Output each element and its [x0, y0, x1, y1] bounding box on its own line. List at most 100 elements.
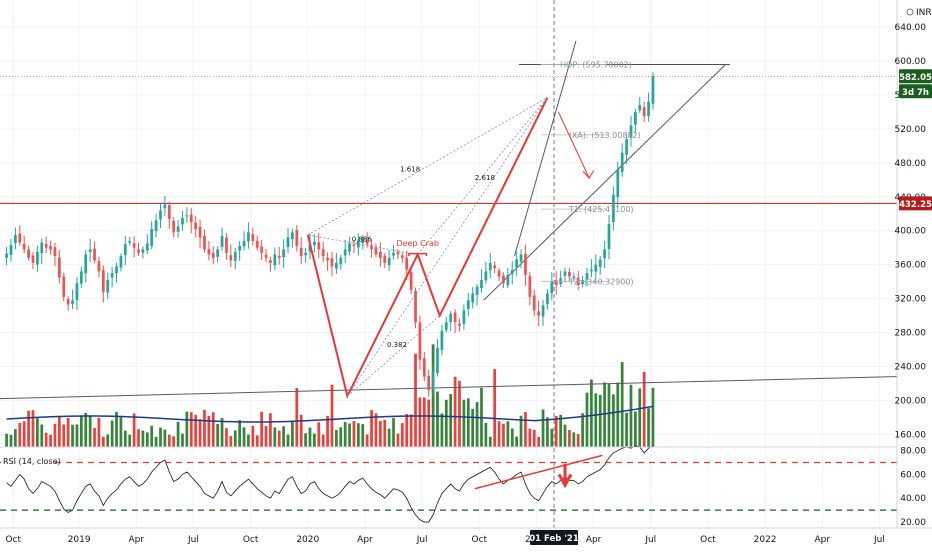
volume-bar	[475, 402, 479, 447]
time-axis[interactable]: Oct2019AprJulOct2020AprJulOct2021AprJulO…	[5, 530, 885, 545]
volume-bar	[31, 410, 35, 447]
price-tick-label: 240.00	[895, 362, 927, 372]
volume-bar	[528, 428, 532, 447]
volume-bar	[392, 417, 395, 447]
candle-body	[66, 298, 70, 305]
volume-bar	[189, 412, 193, 447]
pattern-name-label: Deep Crab	[396, 239, 438, 248]
volume-bar	[291, 420, 294, 447]
candle-body	[115, 266, 118, 274]
volume-bar	[229, 436, 233, 447]
volume-bar	[484, 422, 488, 447]
candle-body	[568, 272, 571, 277]
volume-bar	[273, 427, 277, 447]
candle-body	[400, 255, 404, 258]
candle-body	[585, 273, 589, 280]
volume-bar	[449, 393, 453, 447]
volume-bar	[418, 397, 422, 447]
volume-bar	[247, 434, 250, 447]
volume-bar	[313, 433, 316, 447]
currency-label[interactable]: INR	[906, 8, 932, 18]
volume-bar	[585, 392, 589, 447]
volume-bar	[128, 434, 132, 447]
candle-body	[299, 247, 303, 257]
candle-body	[554, 280, 558, 285]
candle-body	[145, 243, 149, 251]
volume-bar	[387, 428, 391, 447]
candle-body	[36, 251, 39, 265]
candle-body	[471, 293, 475, 303]
rsi-pane	[0, 445, 897, 523]
volume-bar	[295, 388, 299, 447]
volume-bar	[203, 409, 206, 447]
volume-bar	[383, 419, 387, 447]
candle-body	[528, 276, 532, 297]
volume-bar	[488, 436, 492, 447]
volume-bar	[422, 397, 426, 447]
candle-body	[339, 257, 343, 265]
candle-body	[194, 222, 198, 230]
candle-body	[62, 276, 66, 297]
candle-body	[79, 271, 83, 284]
volume-bar	[348, 423, 351, 447]
candle-body	[497, 270, 501, 277]
candle-body	[185, 215, 189, 217]
volume-bar	[352, 421, 356, 447]
rsi-legend-text: RSI (14, close)	[3, 457, 61, 466]
candle-body	[524, 254, 527, 275]
candle-body	[88, 249, 92, 253]
candle-body	[387, 257, 391, 266]
rsi-legend[interactable]: RSI (14, close)	[1, 455, 61, 467]
candle-body	[53, 247, 57, 257]
candle-body	[612, 195, 615, 223]
candle-body	[365, 240, 369, 245]
candle-body	[251, 234, 255, 241]
candle-body	[361, 237, 365, 243]
volume-bar	[172, 436, 176, 447]
volume-bar	[49, 434, 52, 447]
candle-body	[519, 254, 523, 262]
volume-bar	[88, 416, 92, 447]
time-tick-label: Apr	[129, 535, 145, 545]
candle-body	[335, 262, 338, 269]
volume-bar	[607, 383, 611, 447]
pattern-ratio-line	[307, 234, 418, 255]
volume-bar	[335, 430, 338, 447]
volume-bar	[304, 433, 307, 447]
volume-bar	[110, 420, 114, 447]
volume-bar	[431, 344, 435, 447]
volume-bar	[559, 414, 562, 447]
volume-bar	[365, 434, 369, 447]
volume-bar	[251, 425, 255, 447]
candle-body	[532, 295, 536, 311]
volume-bar	[115, 411, 118, 447]
candle-body	[466, 300, 470, 309]
candle-body	[22, 243, 26, 250]
candle-body	[225, 237, 228, 253]
rsi-axis[interactable]: 80.00 60.00 40.00 20.00	[900, 447, 926, 528]
volume-bar	[269, 413, 272, 447]
volume-bar	[532, 430, 536, 447]
last-price-badge: 582.05	[899, 73, 932, 83]
candle-body	[313, 241, 316, 246]
volume-bar	[361, 424, 365, 447]
volume-bar	[97, 417, 101, 447]
time-tick-label: Oct	[5, 535, 21, 545]
volume-bar	[546, 417, 549, 447]
volume-bar	[603, 382, 606, 447]
candle-body	[40, 242, 44, 254]
candle-body	[247, 232, 250, 242]
volume-bar	[264, 426, 268, 447]
candle-body	[18, 233, 22, 243]
candle-body	[123, 244, 127, 256]
volume-bar	[620, 362, 624, 447]
time-tick-label: Apr	[586, 535, 602, 545]
drawings-back	[0, 0, 898, 528]
candle-body	[220, 235, 224, 247]
volume-bar	[238, 420, 242, 447]
volume-bar	[440, 413, 444, 447]
volume-bar	[458, 380, 461, 447]
candle-body	[642, 107, 646, 117]
